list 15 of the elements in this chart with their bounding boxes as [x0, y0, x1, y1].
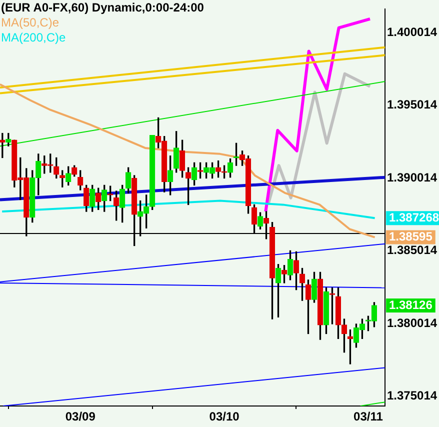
x-tick-label: 03/10 [209, 410, 240, 424]
chart-title: (EUR A0-FX,60) Dynamic,0:00-24:00 [1, 0, 204, 14]
text: 1.387268 [389, 210, 439, 224]
text: 1.38595 [389, 230, 433, 244]
y-tick-label: 1.375014 [387, 388, 438, 403]
y-tick-label: 1.400014 [387, 25, 438, 40]
x-tick-label: 03/11 [354, 410, 384, 424]
y-tick-label: 1.380014 [387, 316, 438, 330]
x-tick-label: 03/09 [65, 410, 96, 424]
text: MA(50,C)e [1, 15, 60, 30]
y-tick-label: 1.390014 [387, 170, 438, 184]
y-tick-label: 1.385014 [387, 243, 438, 258]
y-tick-label: 1.395014 [387, 98, 438, 112]
text: MA(200,C)e [1, 30, 66, 44]
text: 1.38126 [389, 298, 433, 312]
